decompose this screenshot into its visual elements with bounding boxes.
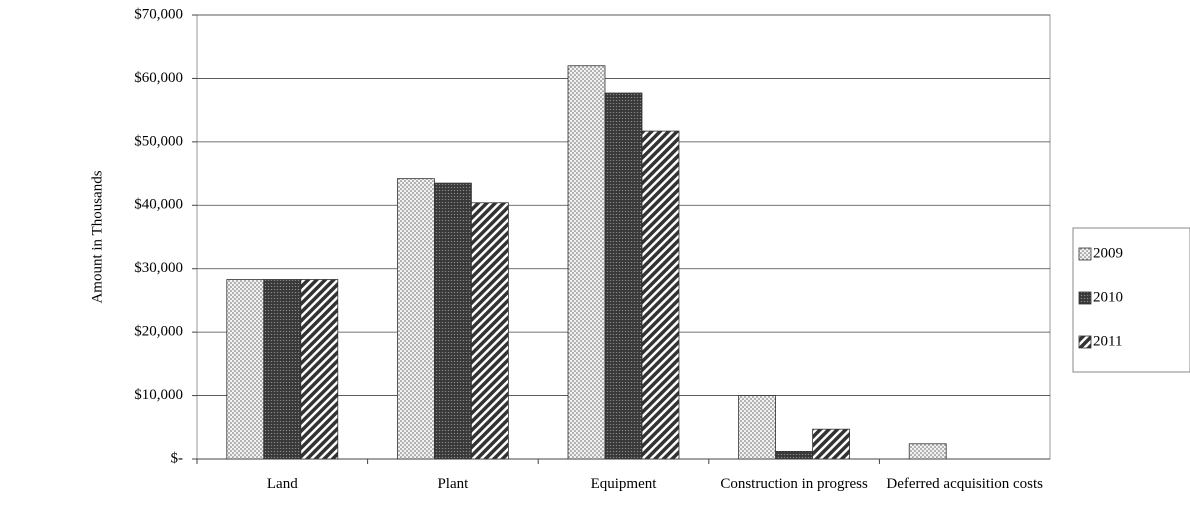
legend-box — [1072, 227, 1190, 373]
legend-label: 2011 — [1093, 333, 1122, 349]
y-tick-label: $- — [171, 450, 184, 466]
legend-swatch — [1078, 335, 1092, 349]
y-tick-label: $20,000 — [134, 324, 183, 340]
bar — [396, 178, 435, 460]
y-tick-label: $50,000 — [134, 133, 183, 149]
bar — [604, 92, 643, 460]
bar — [226, 279, 265, 460]
bar — [263, 279, 302, 460]
x-tick-label: Deferred acquisition costs — [886, 476, 1043, 492]
bar — [812, 428, 850, 460]
y-tick-label: $10,000 — [134, 387, 183, 403]
bar — [908, 443, 947, 460]
bar — [433, 182, 472, 460]
x-tick-label: Land — [266, 476, 298, 492]
legend-label: 2010 — [1093, 289, 1123, 305]
bar — [775, 450, 813, 460]
bar — [738, 395, 776, 460]
y-tick-label: $60,000 — [134, 70, 183, 86]
bar — [470, 202, 509, 460]
legend-swatch — [1078, 291, 1092, 305]
y-tick-label: $70,000 — [134, 6, 183, 22]
y-axis-label: Amount in Thousands — [89, 170, 105, 303]
bar — [641, 130, 680, 460]
x-tick-label: Construction in progress — [720, 476, 868, 492]
bar — [300, 279, 339, 460]
bar — [567, 65, 606, 460]
x-tick-label: Equipment — [590, 476, 657, 492]
x-tick-label: Plant — [437, 476, 469, 492]
legend-label: 2009 — [1093, 245, 1123, 261]
y-tick-label: $40,000 — [134, 197, 183, 213]
y-tick-label: $30,000 — [134, 260, 183, 276]
legend-swatch — [1078, 247, 1092, 261]
